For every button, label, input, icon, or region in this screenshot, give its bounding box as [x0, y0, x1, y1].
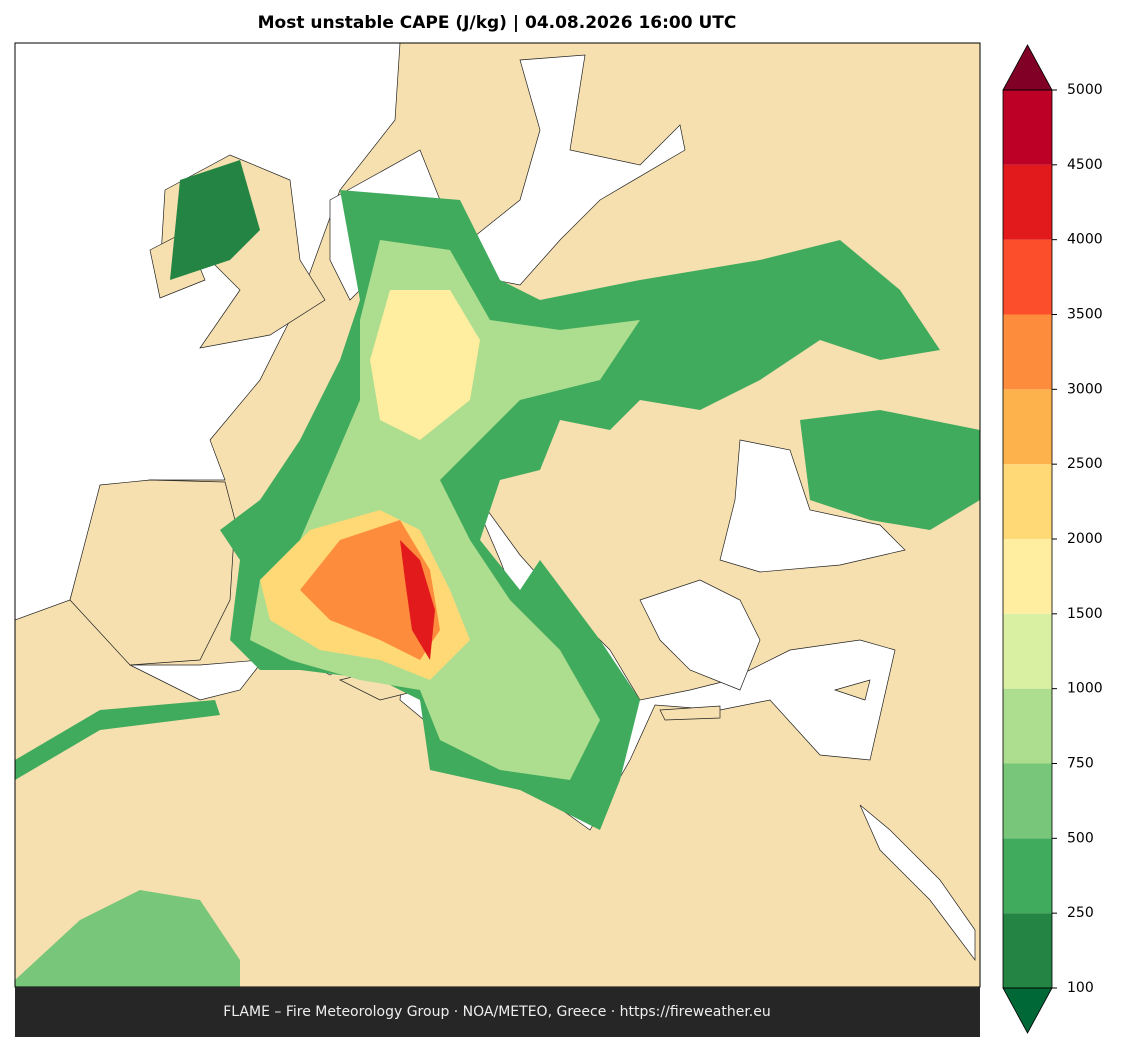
colorbar: 100 250 500 750 1000 1500 2000 2500 3000 3500 4000…: [1002, 44, 1103, 1034]
map-title: Most unstable CAPE (J/kg) | 04.08.2026 1…: [258, 13, 737, 33]
colorbar-segment: [1003, 613, 1052, 689]
colorbar-under: [1002, 987, 1053, 1034]
colorbar-segment: [1003, 913, 1052, 988]
colorbar-tick-label: 2500: [1067, 456, 1103, 472]
colorbar-tick-label: 4000: [1067, 232, 1103, 248]
map: [15, 43, 980, 987]
colorbar-tick-label: 250: [1067, 905, 1094, 921]
colorbar-segment: [1003, 90, 1052, 165]
colorbar-segment: [1003, 389, 1052, 465]
colorbar-segment: [1003, 688, 1052, 764]
colorbar-tick-label: 750: [1067, 756, 1094, 772]
colorbar-tick-label: 3000: [1067, 381, 1103, 397]
colorbar-segment: [1003, 838, 1052, 914]
colorbar-segment: [1003, 239, 1052, 315]
colorbar-tick-label: 5000: [1067, 82, 1103, 98]
footer: [15, 987, 980, 1037]
colorbar-segment: [1003, 464, 1052, 539]
colorbar-over: [1002, 44, 1053, 91]
colorbar-segment: [1003, 763, 1052, 839]
colorbar-segment: [1003, 314, 1052, 390]
colorbar-tick-label: 1500: [1067, 606, 1103, 622]
colorbar-tick-label: 3500: [1067, 307, 1103, 323]
colorbar-tick-label: 1000: [1067, 681, 1103, 697]
colorbar-tick-label: 2000: [1067, 531, 1103, 547]
footer-text: FLAME – Fire Meteorology Group · NOA/MET…: [223, 1004, 771, 1020]
colorbar-tick-label: 100: [1067, 980, 1094, 996]
cape-field: [15, 160, 980, 987]
colorbar-segment: [1003, 539, 1052, 614]
colorbar-segment: [1003, 164, 1052, 240]
colorbar-tick-label: 4500: [1067, 157, 1103, 173]
colorbar-tick-label: 500: [1067, 830, 1094, 846]
